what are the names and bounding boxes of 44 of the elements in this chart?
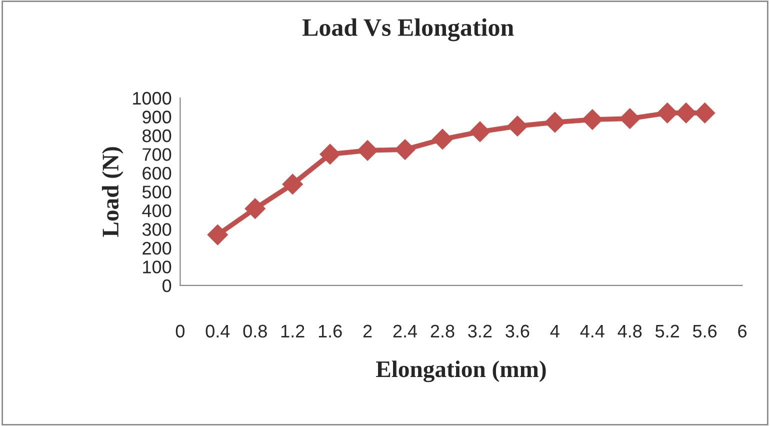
x-tick-label: 4	[550, 324, 560, 338]
x-axis-title: Elongation (mm)	[376, 360, 546, 382]
x-tick-label: 2	[363, 324, 372, 338]
point	[470, 121, 490, 142]
y-tick-label: 900	[142, 110, 172, 124]
y-tick-label: 700	[142, 148, 172, 161]
point	[582, 109, 603, 130]
y-tick-label: 800	[142, 129, 172, 142]
point	[394, 139, 416, 160]
x-tick-label: 2.8	[430, 324, 454, 338]
point	[244, 198, 266, 219]
x-tick-label: 5.6	[692, 324, 717, 338]
x-tick-label: 6	[738, 324, 747, 338]
y-tick-label: 400	[142, 204, 172, 218]
point	[207, 224, 228, 246]
y-tick-label: 500	[142, 186, 172, 198]
x-tick-label: 3.2	[468, 324, 492, 338]
x-tick-label: 0.4	[206, 324, 230, 338]
y-tick-label: 100	[143, 260, 172, 274]
point	[357, 140, 378, 161]
y-tick-label: 300	[142, 223, 172, 236]
y-tick-label: 600	[142, 166, 172, 180]
x-tick-label: 4.4	[580, 324, 604, 338]
chart-title: Load Vs Elongation	[302, 18, 514, 42]
x-tick-label: 0	[176, 324, 184, 338]
x-tick-label: 2.4	[393, 324, 418, 338]
x-tick-label: 0.8	[243, 324, 267, 338]
point	[432, 128, 453, 150]
y-tick-label: 0	[162, 279, 172, 292]
x-tick-label: 1.2	[281, 324, 304, 338]
point	[320, 144, 340, 165]
x-tick-label: 1.6	[318, 324, 342, 338]
point	[544, 112, 566, 133]
y-axis-title: Load (N)	[102, 147, 124, 237]
y-tick-label: 200	[142, 242, 172, 255]
x-tick-label: 4.8	[618, 324, 642, 338]
point	[620, 108, 640, 129]
point	[676, 102, 696, 124]
x-tick-label: 3.6	[506, 324, 530, 338]
point	[507, 116, 528, 136]
point	[656, 102, 678, 124]
point	[282, 174, 303, 195]
x-tick-label: 5.2	[656, 324, 679, 338]
y-tick-label: 1000	[133, 92, 172, 105]
